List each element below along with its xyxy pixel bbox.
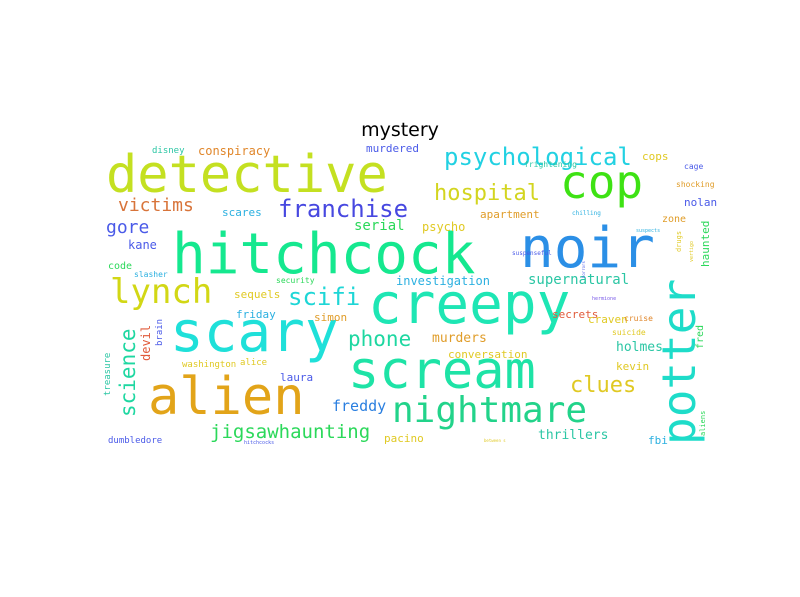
word-jigsawhaunting: jigsawhaunting <box>210 421 371 443</box>
word-conspiracy: conspiracy <box>198 144 271 158</box>
word-scream: scream <box>348 341 536 401</box>
word-aliens: aliens <box>699 410 707 436</box>
word-cops: cops <box>642 150 669 163</box>
word-haunted: haunted <box>699 220 712 267</box>
word-cruise: cruise <box>624 314 653 323</box>
word-hospital: hospital <box>434 181 540 206</box>
word-holmes: holmes <box>616 340 663 355</box>
word-franchise: franchise <box>278 195 409 223</box>
word-devil: devil <box>139 324 153 361</box>
word-secrets: secrets <box>552 308 599 321</box>
word-drugs: drugs <box>675 230 683 252</box>
word-security: security <box>276 276 315 285</box>
word-psychological: psychological <box>444 143 632 171</box>
word-friday: friday <box>236 308 276 321</box>
word-alien: alien <box>148 367 305 427</box>
word-freddy: freddy <box>332 397 387 415</box>
word-fbi: fbi <box>648 434 668 447</box>
word-murders: murders <box>432 331 487 346</box>
word-psycho: psycho <box>422 220 466 234</box>
word-cloud: hitchcock detective creepy noir scream scary a… <box>100 139 720 457</box>
word-suicide: suicide <box>612 328 646 337</box>
word-nightmare: nightmare <box>392 390 588 431</box>
word-cop: cop <box>560 155 644 209</box>
word-kane: kane <box>128 238 157 252</box>
word-nolan: nolan <box>684 196 718 209</box>
word-serial: serial <box>354 218 405 234</box>
word-slasher: slasher <box>134 270 168 279</box>
word-gore: gore <box>106 217 150 238</box>
word-lynch: lynch <box>110 272 213 312</box>
word-victims: victims <box>118 195 194 216</box>
word-murdered: murdered <box>366 142 419 155</box>
word-brain: brain <box>155 318 165 346</box>
word-detective: detective <box>106 145 388 205</box>
word-washington: washington <box>182 360 237 370</box>
word-phone: phone <box>348 327 412 351</box>
word-potter: potter <box>652 278 706 445</box>
word-alice: alice <box>240 358 268 368</box>
word-dumbledore: dumbledore <box>108 436 163 446</box>
word-horrors: horrors <box>581 261 586 278</box>
word-sequels: sequels <box>234 288 281 301</box>
word-scares: scares <box>222 206 262 219</box>
word-pacino: pacino <box>384 432 424 445</box>
word-noir: noir <box>520 216 655 281</box>
word-fred: fred <box>695 324 706 349</box>
word-clues: clues <box>570 373 637 398</box>
word-between-s: between s <box>484 438 506 443</box>
word-investigation: investigation <box>396 274 490 288</box>
word-craven: craven <box>588 313 628 326</box>
word-suspects: suspects <box>636 228 661 234</box>
word-thrillers: thrillers <box>538 428 609 443</box>
word-vertigo: vertigo <box>689 240 695 262</box>
word-science: science <box>116 328 140 417</box>
word-scary: scary <box>170 300 339 365</box>
word-scifi: scifi <box>288 283 361 311</box>
word-frightening: frightening <box>524 160 577 169</box>
word-kevin: kevin <box>616 360 650 373</box>
word-hitchcocks: hitchcocks <box>244 440 275 446</box>
word-creepy: creepy <box>368 272 571 337</box>
word-cage: cage <box>684 162 704 171</box>
word-supernatural: supernatural <box>528 272 630 288</box>
word-chilling: chilling <box>572 210 601 217</box>
word-laura: laura <box>280 371 314 384</box>
word-code: code <box>108 261 133 272</box>
word-hermione: hermione <box>592 296 617 302</box>
word-treasure: treasure <box>103 352 113 396</box>
word-suspenseful: suspenseful <box>512 250 552 257</box>
chart-title: mystery <box>361 119 439 141</box>
word-zone: zone <box>662 214 687 225</box>
word-shocking: shocking <box>676 180 715 189</box>
word-conversation: conversation <box>448 348 528 361</box>
word-simon: simon <box>314 311 348 324</box>
word-hitchcock: hitchcock <box>172 222 476 287</box>
word-apartment: apartment <box>480 208 540 221</box>
word-disney: disney <box>152 146 185 156</box>
